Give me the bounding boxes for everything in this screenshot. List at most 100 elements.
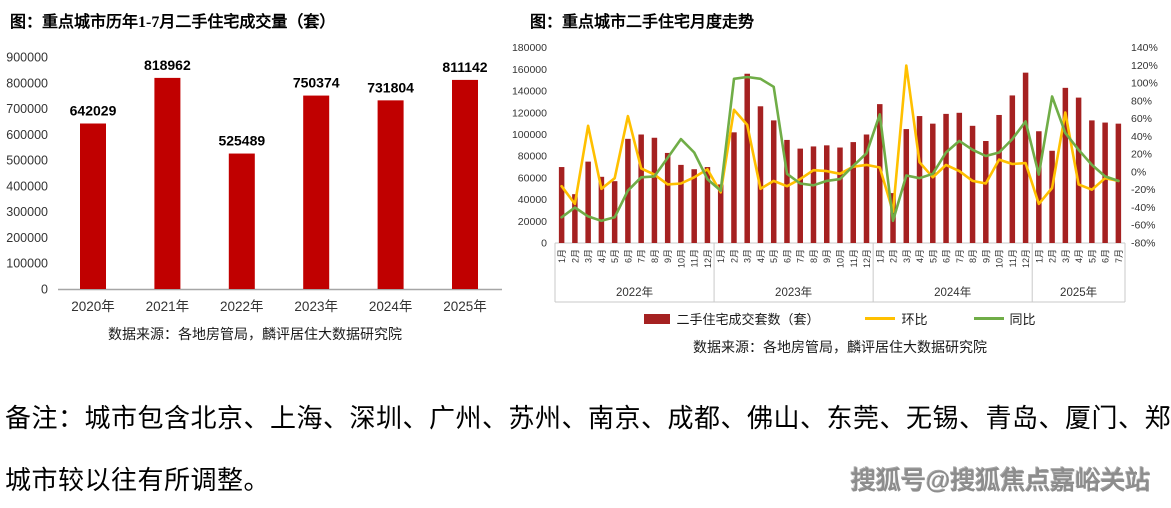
x-axis-category-label: 2024年 (369, 299, 413, 314)
month-tick-label: 1月 (557, 249, 567, 263)
right-axis-tick-label: -60% (1131, 220, 1156, 232)
year-group-label: 2022年 (616, 285, 653, 299)
month-tick-label: 3月 (743, 249, 753, 263)
bar-value-label: 750374 (293, 75, 340, 91)
month-tick-label: 2月 (729, 249, 739, 263)
yoy-line (560, 75, 1120, 223)
month-tick-label: 10月 (995, 249, 1005, 268)
monthly-chart-title: 图：重点城市二手住宅月度走势 (530, 14, 755, 31)
y-axis-tick-label: 400000 (6, 179, 48, 193)
monthly-bar (572, 194, 578, 243)
month-tick-label: 8月 (809, 249, 819, 263)
annual-chart-title: 图：重点城市历年1-7月二手住宅成交量（套） (10, 14, 336, 31)
legend-label-yoy: 同比 (1009, 312, 1036, 327)
annual-bar-chart: 0 100000 200000 300000 400000 500000 600000 700… (6, 51, 502, 314)
monthly-bar (877, 104, 883, 244)
month-tick-label: 7月 (637, 249, 647, 263)
x-axis-category-label: 2021年 (146, 299, 190, 314)
annual-bar (303, 95, 330, 290)
year-group-label: 2023年 (775, 285, 812, 299)
monthly-bar (983, 141, 989, 243)
right-axis-tick-label: 20% (1131, 149, 1152, 161)
month-tick-label: 10月 (676, 249, 686, 268)
month-tick-label: 1月 (875, 249, 885, 263)
monthly-bar (797, 148, 803, 243)
month-tick-label: 4月 (915, 249, 925, 263)
month-tick-label: 12月 (1021, 249, 1031, 268)
monthly-bar (837, 147, 843, 243)
left-axis-tick-label: 140000 (512, 86, 547, 98)
month-tick-label: 3月 (584, 249, 594, 263)
month-tick-label: 8月 (650, 249, 660, 263)
monthly-bar (916, 116, 923, 243)
month-tick-label: 2月 (889, 249, 899, 263)
right-axis-tick-label: 80% (1131, 95, 1152, 107)
right-axis-tick-label: 120% (1131, 60, 1158, 72)
left-axis-tick-label: 160000 (512, 64, 547, 76)
y-axis-tick-label: 100000 (6, 257, 48, 271)
year-group-label: 2024年 (934, 285, 971, 299)
monthly-bar (1036, 131, 1042, 243)
y-axis-tick-label: 200000 (6, 231, 48, 245)
right-axis-tick-label: 0% (1131, 166, 1146, 178)
monthly-bar (903, 129, 910, 243)
monthly-bar (598, 176, 605, 243)
month-tick-label: 6月 (942, 249, 952, 263)
x-axis-category-label: 2020年 (71, 299, 115, 314)
monthly-trend-chart: 0 20000 40000 60000 80000 100000 120000 140000 1… (512, 42, 1158, 303)
monthly-bar (1075, 97, 1082, 243)
monthly-chart-source: 数据来源：各地房管局，麟评居住大数据研究院 (693, 341, 987, 356)
monthly-bar (863, 134, 870, 243)
month-tick-label: 7月 (1114, 249, 1124, 263)
annual-chart-source: 数据来源：各地房管局，麟评居住大数据研究院 (108, 328, 402, 343)
month-tick-label: 2月 (570, 249, 580, 263)
right-axis-tick-label: -80% (1131, 238, 1156, 250)
month-tick-label: 11月 (690, 249, 700, 267)
left-axis-tick-label: 40000 (518, 194, 547, 206)
annual-bar (452, 79, 478, 290)
month-tick-label: 12月 (862, 249, 872, 268)
bar-value-label: 525489 (218, 133, 265, 149)
annual-bar (154, 77, 181, 289)
monthly-bar (930, 123, 936, 243)
month-tick-label: 9月 (822, 249, 832, 263)
monthly-bar (691, 169, 697, 243)
monthly-bar (1102, 122, 1108, 243)
month-tick-label: 12月 (703, 249, 713, 268)
monthly-bar (996, 114, 1002, 243)
bar-value-label: 818962 (144, 57, 191, 73)
month-tick-label: 5月 (1087, 249, 1097, 263)
monthly-bar (969, 125, 976, 243)
y-axis-tick-label: 0 (41, 283, 48, 297)
footnote-line2: 城市较以往有所调整。 (5, 466, 271, 495)
monthly-bar (784, 139, 790, 243)
monthly-bar (823, 145, 830, 243)
monthly-bar (611, 181, 618, 243)
legend-item-yoy: 同比 (973, 309, 1036, 328)
left-axis-tick-label: 0 (541, 238, 547, 250)
monthly-bar (810, 146, 817, 243)
right-axis-tick-label: 40% (1131, 131, 1152, 143)
bar-value-label: 731804 (367, 79, 414, 95)
right-axis-tick-label: -20% (1131, 184, 1156, 196)
left-axis-tick-label: 20000 (518, 216, 547, 228)
mom-line-swatch (865, 316, 896, 321)
monthly-bar (717, 184, 724, 243)
y-axis-tick-label: 900000 (6, 51, 48, 65)
monthly-bar (731, 132, 737, 243)
month-tick-label: 9月 (981, 249, 991, 263)
monthly-bar (744, 73, 750, 243)
monthly-bar (850, 142, 857, 243)
left-axis-tick-label: 180000 (512, 42, 547, 54)
y-axis-tick-label: 700000 (6, 102, 48, 116)
monthly-bar (757, 106, 764, 243)
month-tick-label: 7月 (955, 249, 965, 263)
month-tick-label: 2月 (1048, 249, 1058, 263)
left-axis-tick-label: 120000 (512, 107, 547, 119)
legend-item-volume: 二手住宅成交套数（套） (644, 309, 819, 328)
monthly-chart-body: 0 20000 40000 60000 80000 100000 120000 140000 1… (512, 42, 1158, 303)
legend-label-volume: 二手住宅成交套数（套） (676, 312, 820, 327)
month-tick-label: 5月 (769, 249, 779, 263)
annual-bar (377, 100, 404, 289)
